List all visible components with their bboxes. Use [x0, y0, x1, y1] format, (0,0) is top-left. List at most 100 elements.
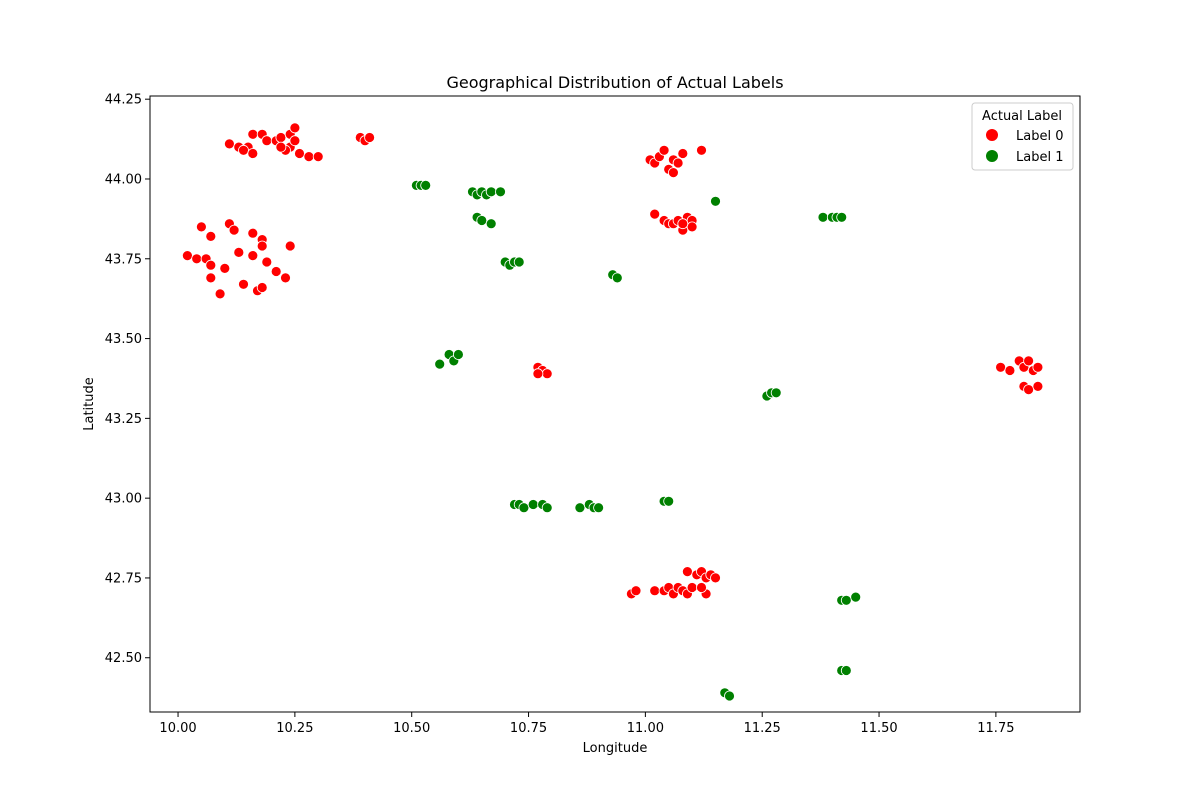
y-tick-label: 43.75: [105, 252, 142, 267]
data-point-label-1: [420, 179, 432, 191]
y-tick-label: 43.25: [105, 412, 142, 427]
data-point-label-0: [289, 122, 301, 134]
data-point-label-0: [294, 148, 305, 159]
data-point-label-0: [1023, 355, 1034, 367]
data-point-label-1: [593, 502, 604, 514]
data-point-label-0: [219, 262, 231, 274]
data-point-label-0: [205, 259, 217, 271]
x-tick-label: 10.50: [393, 721, 430, 736]
data-point-label-1: [452, 349, 464, 360]
legend-title: Actual Label: [982, 109, 1062, 124]
data-point-label-1: [434, 358, 446, 370]
data-point-label-0: [289, 135, 301, 147]
y-tick-label: 43.00: [105, 492, 142, 507]
data-point-label-0: [630, 585, 642, 597]
data-point-label-1: [611, 272, 623, 284]
data-point-label-0: [228, 224, 240, 236]
data-point-label-0: [191, 253, 203, 265]
data-point-label-0: [682, 566, 693, 577]
legend: Actual Label Label 0 Label 1: [971, 102, 1074, 171]
data-point-label-0: [532, 368, 544, 380]
data-point-label-1: [574, 502, 586, 514]
data-point-label-1: [663, 495, 675, 507]
data-point-label-0: [270, 266, 282, 277]
data-point-label-0: [677, 218, 689, 230]
data-point-label-1: [485, 218, 497, 230]
data-point-label-1: [527, 499, 539, 510]
data-point-label-1: [518, 502, 530, 514]
data-point-label-0: [181, 250, 193, 262]
data-point-label-0: [312, 151, 324, 163]
data-point-label-0: [696, 144, 707, 156]
data-point-label-0: [247, 148, 259, 159]
data-point-label-0: [238, 144, 249, 156]
data-point-label-0: [256, 282, 268, 293]
data-point-label-0: [195, 221, 207, 233]
y-tick-label: 42.50: [105, 651, 142, 666]
legend-marker-label-1: [986, 150, 998, 162]
data-point-label-0: [649, 208, 661, 220]
data-point-label-1: [710, 195, 721, 207]
data-point-label-0: [1023, 384, 1034, 396]
data-point-label-0: [238, 278, 249, 290]
data-point-label-0: [261, 256, 273, 268]
x-tick-label: 10.75: [510, 721, 547, 736]
data-point-label-1: [513, 256, 525, 268]
data-point-label-0: [233, 246, 245, 258]
y-tick-label: 43.50: [105, 332, 142, 347]
data-point-label-1: [495, 186, 506, 198]
y-tick-label: 42.75: [105, 571, 142, 586]
data-point-label-0: [275, 132, 287, 143]
x-tick-label: 11.00: [627, 721, 664, 736]
data-point-label-1: [850, 591, 862, 603]
x-axis-ticks: 10.00 10.25 10.50 10.75 11.00 11.25 11.50 11.75: [159, 712, 1014, 736]
data-point-label-1: [476, 215, 488, 226]
data-point-label-0: [284, 240, 296, 252]
data-point-label-0: [364, 132, 376, 143]
data-point-label-0: [686, 221, 698, 233]
legend-label-0: Label 0: [1016, 129, 1063, 144]
x-tick-label: 11.75: [977, 721, 1014, 736]
y-tick-label: 44.00: [105, 172, 142, 187]
x-tick-label: 11.50: [860, 721, 897, 736]
data-point-label-0: [696, 582, 707, 593]
legend-label-1: Label 1: [1016, 150, 1063, 165]
data-point-label-0: [256, 240, 268, 252]
data-point-label-0: [672, 157, 684, 169]
data-point-label-0: [261, 135, 273, 147]
data-point-label-0: [247, 250, 259, 262]
data-point-label-1: [724, 690, 735, 702]
data-point-label-0: [223, 138, 235, 150]
chart-title: Geographical Distribution of Actual Labe…: [446, 73, 783, 92]
data-point-label-0: [710, 572, 721, 584]
x-axis-label: Longitude: [583, 741, 648, 756]
data-point-label-1: [770, 387, 782, 399]
data-point-label-0: [668, 167, 679, 179]
data-point-label-0: [247, 128, 259, 140]
y-axis-label: Latitude: [82, 377, 97, 431]
data-point-label-1: [836, 211, 848, 223]
data-points: [181, 122, 1044, 702]
data-point-label-0: [995, 361, 1006, 373]
data-point-label-0: [1032, 380, 1044, 392]
data-point-label-0: [658, 144, 670, 156]
data-point-label-0: [205, 272, 217, 284]
data-point-label-0: [541, 368, 553, 380]
data-point-label-0: [1004, 365, 1016, 376]
data-point-label-1: [541, 502, 553, 514]
x-tick-label: 10.00: [159, 721, 196, 736]
data-point-label-1: [840, 665, 852, 676]
data-point-label-0: [303, 151, 315, 163]
y-tick-label: 44.25: [105, 93, 142, 108]
data-point-label-0: [205, 230, 217, 242]
data-point-label-0: [649, 585, 661, 597]
y-axis-ticks: 42.50 42.75 43.00 43.25 43.50 43.75 44.00 44.25: [105, 93, 150, 666]
data-point-label-0: [677, 148, 689, 159]
legend-marker-label-0: [986, 129, 998, 141]
data-point-label-0: [686, 582, 698, 593]
data-point-label-1: [817, 211, 829, 223]
data-point-label-0: [275, 141, 287, 153]
data-point-label-1: [485, 186, 497, 198]
plot-frame: [149, 95, 1081, 713]
